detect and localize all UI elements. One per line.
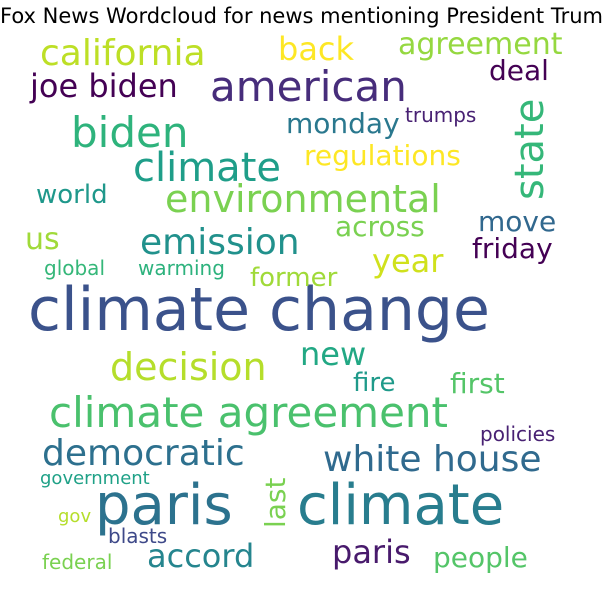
- word-climate-change: climate change: [28, 275, 490, 345]
- word-move: move: [478, 205, 557, 238]
- word-white-house: white house: [323, 439, 542, 480]
- word-monday: monday: [286, 107, 400, 140]
- word-back: back: [278, 30, 355, 68]
- word-first: first: [450, 367, 505, 400]
- word-world: world: [36, 180, 108, 210]
- word-climate-2: climate: [133, 145, 281, 191]
- word-paris-2: paris: [332, 533, 411, 571]
- word-government: government: [40, 468, 150, 489]
- word-fire: fire: [353, 368, 396, 398]
- word-regulations: regulations: [304, 139, 461, 172]
- word-friday: friday: [472, 232, 553, 265]
- word-deal: deal: [489, 54, 549, 87]
- word-california: california: [40, 33, 206, 74]
- word-climate: climate: [297, 473, 505, 538]
- word-environmental: environmental: [165, 177, 441, 221]
- word-former: former: [250, 263, 338, 293]
- chart-title: Fox News Wordcloud for news mentioning P…: [0, 4, 603, 28]
- word-policies: policies: [480, 422, 556, 446]
- word-across: across: [335, 210, 425, 243]
- word-agreement: agreement: [398, 27, 563, 62]
- word-climate-agreement: climate agreement: [49, 388, 448, 437]
- word-paris: paris: [95, 473, 233, 538]
- word-accord: accord: [147, 537, 255, 575]
- word-decision: decision: [110, 345, 267, 389]
- word-emission: emission: [140, 222, 300, 263]
- word-blasts: blasts: [108, 524, 168, 548]
- word-us: us: [25, 222, 60, 257]
- word-people: people: [433, 541, 528, 574]
- word-year: year: [372, 242, 444, 280]
- word-last: last: [259, 477, 292, 528]
- word-warming: warming: [138, 256, 225, 280]
- word-global: global: [44, 256, 105, 280]
- word-federal: federal: [42, 550, 113, 574]
- word-new: new: [300, 335, 367, 373]
- word-state: state: [507, 98, 553, 200]
- word-gov: gov: [58, 506, 92, 527]
- word-trumps: trumps: [405, 103, 477, 127]
- word-joe-biden: joe biden: [30, 67, 178, 105]
- word-biden: biden: [71, 108, 189, 157]
- word-cloud: climate change paris climate climate agr…: [0, 30, 603, 590]
- word-american: american: [210, 62, 407, 111]
- word-democratic: democratic: [42, 433, 245, 474]
